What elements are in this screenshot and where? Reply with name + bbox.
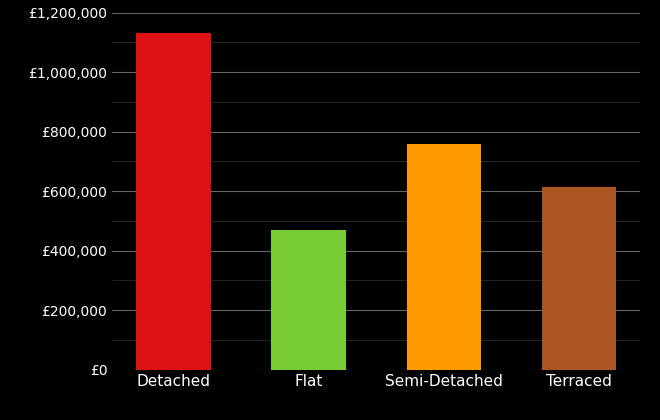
Bar [407,144,481,370]
Bar [542,186,616,370]
Bar [271,230,346,370]
Bar [136,34,211,370]
